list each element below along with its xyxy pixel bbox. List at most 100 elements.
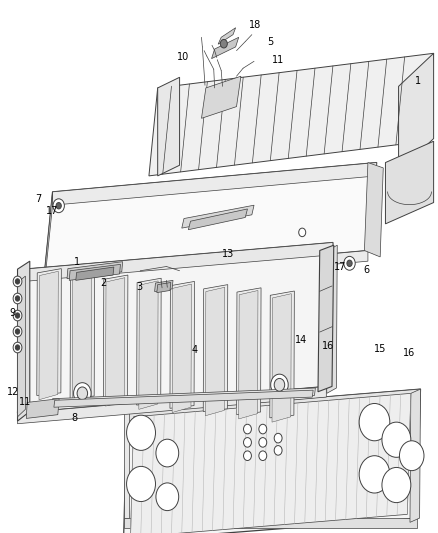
Polygon shape [170,281,194,408]
Polygon shape [18,276,25,417]
Polygon shape [205,287,225,416]
Polygon shape [327,245,337,393]
Circle shape [259,424,267,434]
Circle shape [156,483,179,511]
Text: 5: 5 [268,37,274,46]
Text: 15: 15 [374,344,386,354]
Circle shape [15,345,20,350]
Text: 1: 1 [415,76,421,86]
Circle shape [271,374,288,395]
Circle shape [344,256,355,270]
Text: 4: 4 [192,345,198,354]
Polygon shape [155,280,173,292]
Polygon shape [26,399,59,418]
Circle shape [347,260,352,266]
Polygon shape [201,76,241,118]
Circle shape [382,422,411,457]
Text: 17: 17 [46,206,59,215]
Circle shape [15,329,20,334]
Circle shape [13,276,22,287]
Text: 3: 3 [136,282,142,292]
Polygon shape [364,163,383,257]
Text: 7: 7 [35,195,42,204]
Text: 12: 12 [7,387,19,397]
Polygon shape [158,77,180,176]
Text: 17: 17 [334,262,346,271]
Polygon shape [127,389,420,425]
Polygon shape [44,192,53,290]
Polygon shape [103,275,128,402]
Circle shape [299,228,306,237]
Circle shape [127,415,155,450]
Circle shape [56,203,61,209]
Polygon shape [270,291,294,418]
Polygon shape [44,163,377,280]
Polygon shape [72,274,92,403]
Polygon shape [237,288,261,415]
Circle shape [15,313,20,318]
Text: 16: 16 [322,342,335,351]
Circle shape [13,310,22,321]
Polygon shape [188,209,247,230]
Circle shape [15,279,20,284]
Circle shape [13,342,22,353]
Text: 16: 16 [403,348,416,358]
Polygon shape [272,294,291,422]
Text: 10: 10 [177,52,189,62]
Circle shape [15,296,20,301]
Polygon shape [44,251,368,290]
Text: 11: 11 [272,55,284,65]
Polygon shape [218,28,236,44]
Circle shape [382,467,411,503]
Circle shape [220,39,227,48]
Circle shape [13,326,22,337]
Polygon shape [131,393,411,533]
Polygon shape [18,261,30,421]
Polygon shape [54,390,313,407]
Polygon shape [124,389,420,533]
Polygon shape [53,163,377,205]
Circle shape [259,451,267,461]
Circle shape [244,438,251,447]
Circle shape [274,378,285,391]
Polygon shape [67,262,123,279]
Polygon shape [203,285,228,411]
Circle shape [127,466,155,502]
Polygon shape [399,53,434,172]
Polygon shape [52,388,315,406]
Circle shape [359,403,390,441]
Circle shape [259,438,267,447]
Circle shape [74,383,91,404]
Polygon shape [106,278,125,406]
Polygon shape [212,37,239,59]
Text: 13: 13 [222,249,234,259]
Circle shape [156,439,179,467]
Polygon shape [149,53,434,176]
Text: 9: 9 [9,309,15,318]
Polygon shape [70,272,95,399]
Polygon shape [137,278,161,405]
Circle shape [274,446,282,455]
Polygon shape [385,141,434,224]
Polygon shape [76,267,114,280]
Circle shape [244,424,251,434]
Text: 8: 8 [71,414,78,423]
Circle shape [244,451,251,461]
Text: 2: 2 [101,278,107,288]
Polygon shape [124,413,129,518]
Circle shape [77,387,88,400]
Polygon shape [39,271,58,400]
Polygon shape [69,264,120,280]
Circle shape [274,433,282,443]
Polygon shape [410,389,420,522]
Text: 11: 11 [19,398,31,407]
Text: 18: 18 [249,20,261,30]
Polygon shape [318,245,334,392]
Circle shape [399,441,424,471]
Polygon shape [124,518,417,528]
Polygon shape [139,281,158,409]
Polygon shape [37,269,61,395]
Polygon shape [172,284,191,413]
Circle shape [359,456,390,493]
Polygon shape [182,205,254,228]
